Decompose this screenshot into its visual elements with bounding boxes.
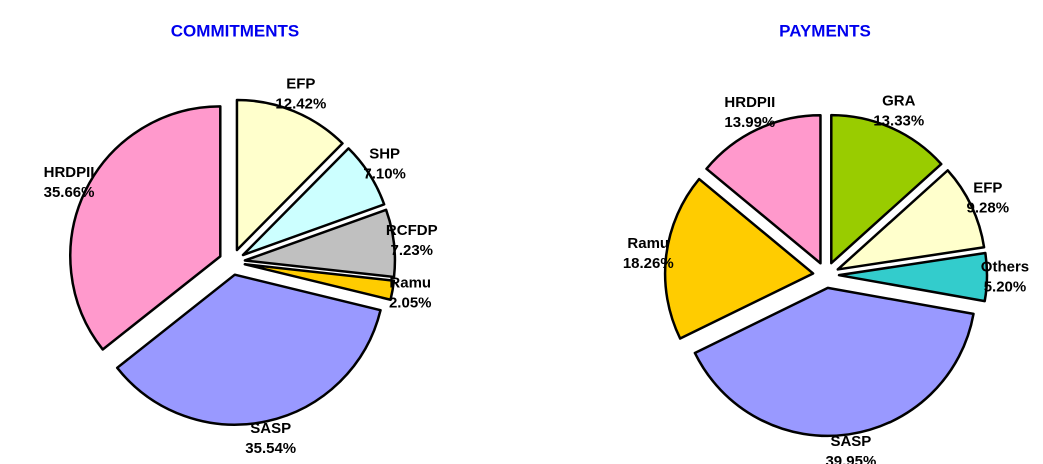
slice-value: 35.66% [44, 184, 95, 201]
slice-label: RCFDP [386, 222, 438, 239]
slice-value: 2.05% [389, 294, 432, 311]
pie-slice [235, 98, 344, 252]
slice-label: SASP [250, 420, 291, 437]
pie-slice [663, 177, 815, 340]
slice-label: HRDPII [724, 94, 775, 111]
slice-value: 18.26% [623, 255, 674, 272]
pie-slice [69, 105, 222, 351]
slice-label: Others [981, 258, 1029, 275]
slice-label: EFP [973, 179, 1002, 196]
chart-title: PAYMENTS [779, 21, 871, 40]
slice-label: HRDPII [44, 164, 95, 181]
slice-value: 7.10% [363, 166, 406, 183]
slice-label: SHP [369, 146, 400, 163]
slice-value: 35.54% [245, 440, 296, 457]
pie-slice [241, 147, 386, 257]
chart-title: COMMITMENTS [171, 21, 299, 40]
pie-slice [243, 208, 397, 279]
slice-value: 13.99% [724, 114, 775, 131]
pie-slice [830, 113, 943, 265]
slice-value: 9.28% [967, 199, 1010, 216]
pie-slice [837, 251, 989, 303]
pie-slice [693, 286, 975, 438]
slice-label: Ramu [389, 274, 431, 291]
pie-slice [243, 263, 396, 301]
slice-value: 39.95% [825, 453, 876, 464]
pie-slice [836, 169, 986, 271]
slice-label: Ramu [627, 235, 669, 252]
slice-value: 5.20% [984, 278, 1027, 295]
slice-label: SASP [830, 433, 871, 450]
pie-slice [115, 273, 382, 426]
slice-value: 13.33% [873, 112, 924, 129]
slice-value: 7.23% [390, 242, 433, 259]
slice-label: GRA [882, 92, 916, 109]
slice-value: 12.42% [275, 96, 326, 113]
slice-label: EFP [286, 76, 315, 93]
pie-slice [705, 113, 822, 265]
